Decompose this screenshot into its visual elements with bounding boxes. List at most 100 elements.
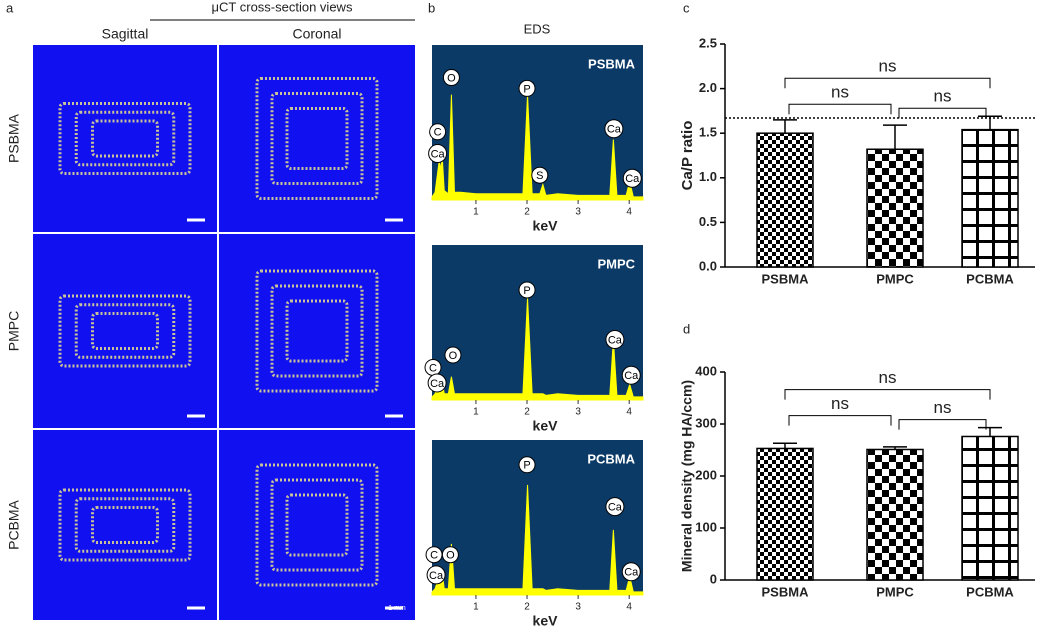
peak-label: C bbox=[429, 362, 437, 374]
ct-structure bbox=[255, 77, 379, 200]
peak-label-circle bbox=[621, 562, 641, 582]
scale-bar-label: 1 mm bbox=[388, 605, 406, 612]
x-tick-label: PSBMA bbox=[762, 584, 810, 599]
plot-background bbox=[432, 245, 643, 400]
significance-label: ns bbox=[879, 57, 897, 76]
bar bbox=[756, 132, 814, 268]
significance-label: ns bbox=[831, 83, 849, 102]
peak-label-circle bbox=[444, 346, 462, 364]
peak-label: C bbox=[430, 550, 438, 562]
peak-label-circle bbox=[428, 144, 448, 163]
significance-label: ns bbox=[934, 87, 952, 106]
significance-bracket bbox=[898, 419, 987, 430]
ct-structure bbox=[91, 119, 159, 158]
ct-structure bbox=[270, 478, 364, 572]
bar bbox=[866, 448, 924, 581]
spectrum-title: PSBMA bbox=[588, 56, 636, 71]
significance-label: ns bbox=[879, 368, 897, 387]
x-axis-label: keV bbox=[533, 613, 559, 627]
ct-structure bbox=[270, 284, 364, 378]
peak-label-circle bbox=[518, 281, 536, 299]
ct-structure bbox=[74, 110, 176, 167]
column-label: Sagittal bbox=[102, 26, 149, 42]
ct-image bbox=[33, 45, 217, 232]
y-tick-label: 0 bbox=[710, 571, 717, 586]
ct-structure bbox=[270, 92, 364, 185]
peak-label: S bbox=[536, 170, 543, 182]
peak-label: P bbox=[523, 285, 530, 297]
ct-structure bbox=[58, 294, 192, 368]
significance-label: ns bbox=[934, 398, 952, 417]
peak-label: P bbox=[523, 83, 530, 95]
peak-label-circle bbox=[441, 546, 459, 564]
peak-label-circle bbox=[427, 373, 447, 393]
ct-image bbox=[219, 430, 415, 620]
peak-label: O bbox=[446, 550, 455, 562]
ct-image bbox=[33, 234, 217, 428]
ct-image bbox=[219, 45, 415, 232]
significance-label: ns bbox=[831, 394, 849, 413]
ct-structure bbox=[91, 312, 159, 350]
x-tick-label: 2 bbox=[524, 207, 530, 218]
peak-label-circle bbox=[604, 119, 624, 139]
ct-structure bbox=[255, 269, 379, 393]
peak-label: Ca bbox=[430, 378, 445, 390]
peak-label-circle bbox=[518, 456, 536, 474]
y-tick-label: 200 bbox=[695, 467, 717, 482]
x-tick-label: PMPC bbox=[876, 584, 914, 599]
panel-label: b bbox=[428, 0, 435, 15]
ct-structure bbox=[285, 107, 349, 170]
significance-bracket bbox=[784, 77, 991, 89]
x-tick-label: 3 bbox=[575, 407, 581, 418]
x-tick-label: 3 bbox=[575, 207, 581, 218]
ct-structure bbox=[285, 493, 349, 557]
x-tick-label: 1 bbox=[473, 602, 479, 613]
peak-label-circle bbox=[429, 123, 447, 141]
significance-bracket bbox=[898, 107, 987, 119]
peak-label-circle bbox=[622, 168, 642, 188]
peak-label-circle bbox=[605, 497, 625, 517]
significance-bracket bbox=[788, 103, 892, 115]
y-tick-label: 100 bbox=[695, 519, 717, 534]
peak-label-circle bbox=[442, 69, 460, 87]
peak-label: Ca bbox=[625, 173, 640, 185]
peak-label: P bbox=[523, 460, 530, 472]
x-tick-label: PCBMA bbox=[966, 271, 1014, 286]
y-axis-label: Ca/P ratio bbox=[679, 121, 696, 191]
y-tick-label: 400 bbox=[695, 363, 717, 378]
peak-label-circle bbox=[518, 79, 536, 97]
bar bbox=[756, 447, 814, 581]
significance-bracket bbox=[788, 415, 892, 426]
x-tick-label: 1 bbox=[473, 207, 479, 218]
x-tick-label: 1 bbox=[473, 407, 479, 418]
x-tick-label: 4 bbox=[626, 207, 632, 218]
ct-structure bbox=[91, 506, 159, 544]
ct-structure bbox=[285, 299, 349, 363]
spectrum-title: PCBMA bbox=[587, 451, 635, 466]
ct-structure bbox=[58, 102, 192, 175]
ct-structure bbox=[58, 488, 192, 562]
row-label: PSBMA bbox=[6, 113, 22, 163]
bar bbox=[961, 435, 1019, 581]
ct-structure bbox=[74, 303, 176, 359]
x-tick-label: 4 bbox=[626, 602, 632, 613]
x-tick-label: 3 bbox=[575, 602, 581, 613]
ct-structure bbox=[255, 463, 379, 587]
ct-image bbox=[33, 430, 217, 620]
row-label: PCBMA bbox=[6, 499, 22, 549]
ct-image bbox=[219, 234, 415, 428]
spectrum-title: PMPC bbox=[597, 256, 635, 271]
y-tick-label: 300 bbox=[695, 415, 717, 430]
peak-label-circle bbox=[531, 166, 549, 184]
y-tick-label: 0.0 bbox=[699, 258, 717, 273]
peak-label-circle bbox=[621, 365, 641, 385]
bar bbox=[961, 128, 1019, 268]
y-axis-label: Mineral density (mg HA/ccm) bbox=[679, 380, 695, 572]
x-tick-label: 2 bbox=[524, 407, 530, 418]
panel-label: a bbox=[6, 0, 14, 15]
x-tick-label: PCBMA bbox=[966, 584, 1014, 599]
row-label: PMPC bbox=[6, 311, 22, 351]
panel-label: c bbox=[683, 0, 690, 15]
peak-label: O bbox=[449, 350, 458, 362]
